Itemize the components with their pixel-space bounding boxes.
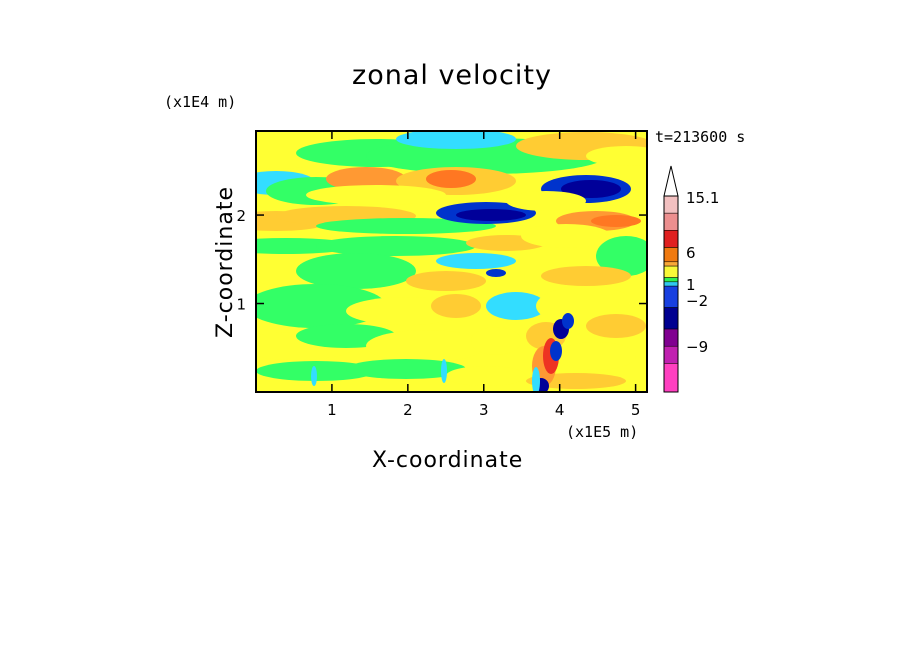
contour-region-yellow	[366, 330, 486, 362]
x-tick-label: 4	[555, 401, 565, 419]
contour-region-light_orange	[406, 271, 486, 291]
colorbar-band	[663, 345, 679, 364]
colorbar-band	[663, 230, 679, 248]
contour-region-blue	[562, 313, 574, 329]
contour-region-dark_orange	[591, 215, 641, 227]
colorbar-band	[663, 277, 679, 283]
chart-title: zonal velocity	[352, 60, 552, 91]
contour-region-orange	[326, 167, 406, 191]
colorbar-frame	[663, 195, 679, 393]
contour-region-blue	[486, 269, 506, 277]
colorbar-band	[663, 265, 679, 278]
contour-region-green	[346, 359, 466, 379]
x-tick-label: 1	[327, 401, 337, 419]
contour-region-cyan	[311, 366, 317, 386]
plot-frame	[255, 130, 648, 393]
contour-region-dark_blue	[561, 180, 621, 198]
colorbar-band	[663, 328, 679, 347]
contour-region-yellow	[471, 327, 521, 355]
contour-region-light_orange	[541, 266, 631, 286]
contour-region-light_orange	[431, 294, 481, 318]
contour-region-dark_blue	[456, 209, 526, 221]
colorbar-band	[663, 281, 679, 287]
contour-region-cyan	[441, 359, 447, 383]
x-tick-label: 2	[403, 401, 413, 419]
contour-region-green	[296, 253, 416, 289]
colorbar-extend-triangle	[663, 165, 679, 197]
contour-region-blue	[550, 341, 562, 361]
x-tick-label: 3	[479, 401, 489, 419]
colorbar-band	[663, 307, 679, 330]
colorbar-label: 15.1	[686, 189, 719, 207]
contour-region-cyan	[396, 131, 516, 149]
contour-region-cyan	[532, 367, 540, 392]
y-tick-label: 1	[236, 296, 246, 314]
y-tick-label: 2	[236, 207, 246, 225]
contour-region-yellow	[306, 185, 446, 205]
colorbar-label: −2	[686, 292, 708, 310]
contour-region-yellow	[521, 224, 611, 248]
colorbar: 15.1 6 1−2 −9	[663, 165, 719, 393]
contour-region-cyan	[436, 253, 516, 269]
colorbar-label: −9	[686, 338, 708, 356]
colorbar-band	[663, 212, 679, 231]
colorbar-band	[663, 247, 679, 263]
contour-region-yellow	[556, 342, 636, 370]
colorbar-label: 6	[686, 244, 696, 262]
colorbar-band	[663, 285, 679, 308]
velocity-field	[256, 131, 647, 392]
contour-region-green	[316, 218, 496, 234]
colorbar-band	[663, 363, 679, 393]
contour-region-yellow	[446, 366, 526, 386]
axes: 1 2 3 4 5 1 2	[236, 131, 647, 419]
contour-region-dark_orange	[426, 170, 476, 188]
contour-region-green	[596, 236, 647, 276]
y-axis-unit: (x1E4 m)	[164, 93, 237, 111]
x-axis-unit: (x1E5 m)	[566, 423, 639, 441]
contour-region-yellow	[506, 191, 586, 211]
colorbar-label: 1	[686, 276, 696, 294]
colorbar-band	[663, 195, 679, 214]
x-axis-label: X-coordinate	[372, 448, 524, 473]
x-tick-label: 5	[631, 401, 641, 419]
contour-region-yellow	[586, 146, 647, 166]
time-annotation: t=213600 s	[655, 128, 746, 146]
colorbar-band	[663, 261, 679, 267]
contour-region-cyan	[486, 292, 546, 320]
contour-region-light_orange	[586, 314, 646, 338]
contour-region-green	[316, 236, 476, 256]
